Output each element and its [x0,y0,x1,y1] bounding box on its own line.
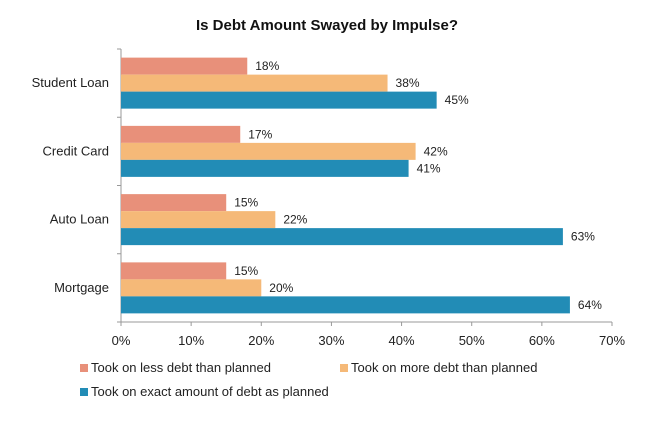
bar-0-2 [121,91,437,109]
legend-swatch-1 [340,364,348,372]
data-label-1-1: 42% [424,144,448,158]
x-tick-label-7: 70% [599,333,625,348]
category-label-3: Mortgage [54,280,109,295]
data-label-2-2: 63% [571,230,595,244]
data-label-3-2: 64% [578,298,602,312]
data-label-1-2: 41% [417,161,441,175]
data-label-3-1: 20% [269,281,293,295]
legend-swatch-2 [80,388,88,396]
bar-0-0 [121,57,248,75]
chart-title: Is Debt Amount Swayed by Impulse? [196,17,458,34]
bar-2-1 [121,211,276,229]
category-label-0: Student Loan [32,75,109,90]
x-tick-label-4: 40% [389,333,415,348]
data-label-0-2: 45% [445,93,469,107]
x-tick-label-2: 20% [248,333,274,348]
data-label-1-0: 17% [248,127,272,141]
bar-3-1 [121,279,262,297]
x-tick-label-1: 10% [178,333,204,348]
legend-swatch-0 [80,364,88,372]
bar-1-1 [121,142,416,160]
bar-1-0 [121,125,241,143]
bar-3-2 [121,296,570,314]
x-tick-label-3: 30% [318,333,344,348]
bar-0-1 [121,74,388,92]
x-tick-label-0: 0% [112,333,131,348]
x-tick-label-6: 60% [529,333,555,348]
category-label-1: Credit Card [43,143,109,158]
data-label-0-0: 18% [255,59,279,73]
bar-2-2 [121,228,563,246]
data-label-2-0: 15% [234,196,258,210]
category-label-2: Auto Loan [50,212,109,227]
plot-area: 0% 10% 20% 30% 40% 50% 60% 70% Student Loan 18% 38… [32,48,625,348]
legend-label-2: Took on exact amount of debt as planned [91,384,329,399]
legend: Took on less debt than planned Took on mo… [80,360,537,399]
data-label-3-0: 15% [234,264,258,278]
bar-1-2 [121,159,409,177]
legend-label-0: Took on less debt than planned [91,360,271,375]
bar-2-0 [121,194,227,212]
data-label-2-1: 22% [283,213,307,227]
data-label-0-1: 38% [396,76,420,90]
x-tick-label-5: 50% [459,333,485,348]
bar-3-0 [121,262,227,280]
legend-label-1: Took on more debt than planned [351,360,537,375]
